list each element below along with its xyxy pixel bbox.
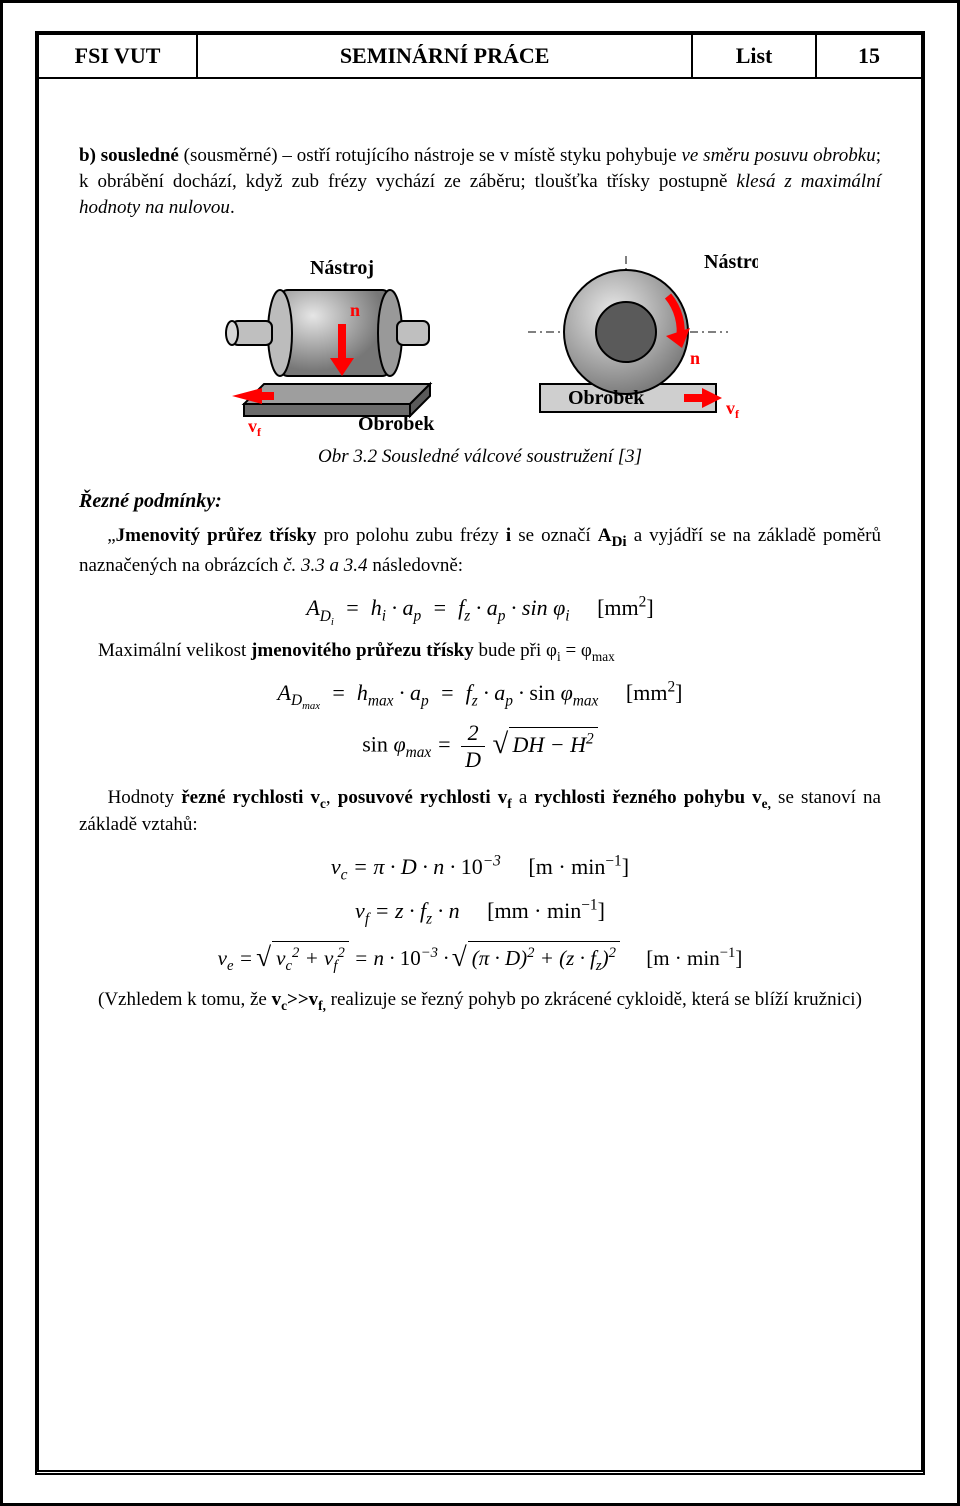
figure-row: Nástroj n Obrobek vf	[79, 246, 881, 436]
para-b-lead: b) sousledné	[79, 145, 179, 166]
svg-text:n: n	[350, 300, 360, 320]
paragraph-maximal: Maximální velikost jmenovitého průřezu t…	[79, 638, 881, 664]
svg-text:Nástroj: Nástroj	[310, 257, 374, 279]
header-institute: FSI VUT	[38, 34, 197, 78]
equation-2: ADmax = hmax · ap = fz · ap · sin φmax […	[79, 678, 881, 708]
document-header: FSI VUT SEMINÁRNÍ PRÁCE List 15	[37, 33, 923, 79]
equation-4: vc = π · D · n · 10−3 [m · min−1]	[79, 852, 881, 882]
paragraph-b: b) sousledné (sousměrné) – ostří rotujíc…	[79, 143, 881, 222]
equation-5: vf = z · fz · n [mm · min−1]	[79, 896, 881, 926]
svg-text:vf: vf	[248, 416, 262, 436]
equation-6: ve = vc2 + vf2 = n · 10−3 · (π · D)2 + (…	[79, 941, 881, 973]
paragraph-jmenovity: „Jmenovitý průřez třísky pro polohu zubu…	[79, 523, 881, 579]
svg-text:n: n	[690, 348, 700, 368]
equation-3: sin φmax = 2D DH − H2	[79, 722, 881, 771]
svg-text:Obrobek: Obrobek	[568, 387, 645, 409]
header-title: SEMINÁRNÍ PRÁCE	[197, 34, 692, 78]
equation-1: ADi = hi · ap = fz · ap · sin φi [mm2]	[79, 593, 881, 623]
svg-text:Nástroj: Nástroj	[704, 251, 758, 273]
svg-text:vf: vf	[726, 398, 740, 421]
header-list-label: List	[692, 34, 816, 78]
paragraph-last: (Vzhledem k tomu, že vc>>vf, realizuje s…	[79, 987, 881, 1013]
document-body: b) sousledné (sousměrné) – ostří rotujíc…	[37, 79, 923, 1472]
figure-side-view: Nástroj n Obrobek vf	[202, 246, 462, 436]
figure-caption: Obr 3.2 Sousledné válcové soustružení [3…	[79, 444, 881, 470]
figure-front-view: Nástroj n Obrobek vf	[498, 246, 758, 436]
svg-text:Obrobek: Obrobek	[358, 413, 435, 435]
header-page-number: 15	[816, 34, 922, 78]
paragraph-hodnoty: Hodnoty řezné rychlosti vc, posuvové ryc…	[79, 785, 881, 837]
section-heading: Řezné podmínky:	[79, 488, 881, 516]
